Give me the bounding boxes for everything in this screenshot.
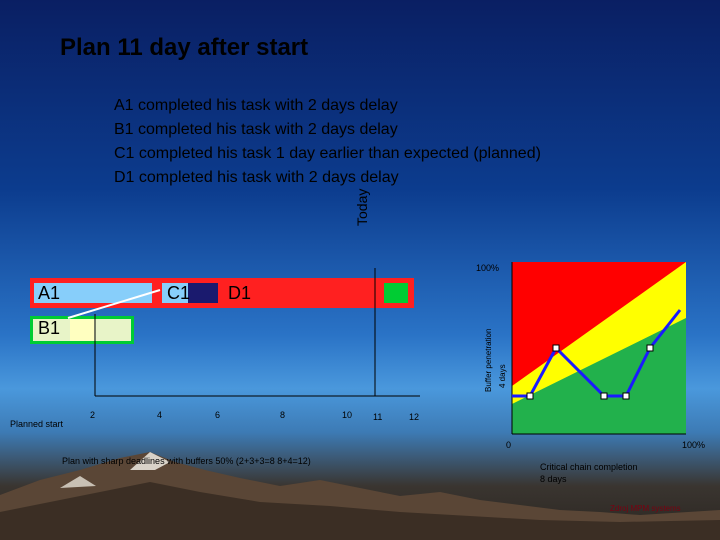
fever-y-axis-label: Buffer penetration: [484, 328, 493, 392]
fever-point: [526, 392, 534, 400]
tick-label: 11: [373, 412, 383, 422]
fever-x-min-label: 0: [506, 440, 512, 450]
note-c1: C1 completed his task 1 day earlier than…: [114, 145, 541, 162]
fever-x-axis-label: Critical chain completion: [540, 462, 638, 472]
tick-label: 12: [409, 412, 420, 422]
source-credit: Zdroj MPM systems: [610, 504, 681, 513]
slide-title: Plan 11 day after start: [60, 34, 309, 61]
plan-note: Plan with sharp deadlines with buffers 5…: [62, 456, 311, 466]
fever-x-max-label: 100%: [682, 440, 706, 450]
note-b1: B1 completed his task with 2 days delay: [114, 121, 398, 138]
tick-label: 10: [342, 410, 353, 420]
bar-label-a1: A1: [38, 283, 61, 303]
task-bar-d1-green: [384, 283, 408, 303]
bar-label-c1: C1: [167, 283, 191, 303]
tick-label: 6: [215, 410, 221, 420]
fever-point: [552, 344, 560, 352]
task-bar-a1: [34, 283, 152, 303]
bar-label-d1: D1: [228, 283, 252, 303]
fever-point: [646, 344, 654, 352]
planned-start-label: Planned start: [10, 419, 64, 429]
note-d1: D1 completed his task with 2 days delay: [114, 169, 399, 186]
task-bar-c1-navy: [188, 283, 218, 303]
tick-label: 2: [90, 410, 96, 420]
bar-label-b1: B1: [38, 318, 61, 338]
fever-y-axis-sublabel: 4 days: [498, 364, 507, 388]
fever-x-axis-sublabel: 8 days: [540, 474, 567, 484]
tick-label: 8: [280, 410, 286, 420]
fever-top-label: 100%: [476, 263, 500, 273]
tick-label: 4: [157, 410, 163, 420]
task-bar-b1-yellow: [70, 319, 94, 341]
fever-zone-green: [512, 318, 686, 434]
connector-line: [67, 289, 161, 319]
fever-point: [622, 392, 630, 400]
note-a1: A1 completed his task with 2 days delay: [114, 97, 398, 114]
fever-point: [600, 392, 608, 400]
